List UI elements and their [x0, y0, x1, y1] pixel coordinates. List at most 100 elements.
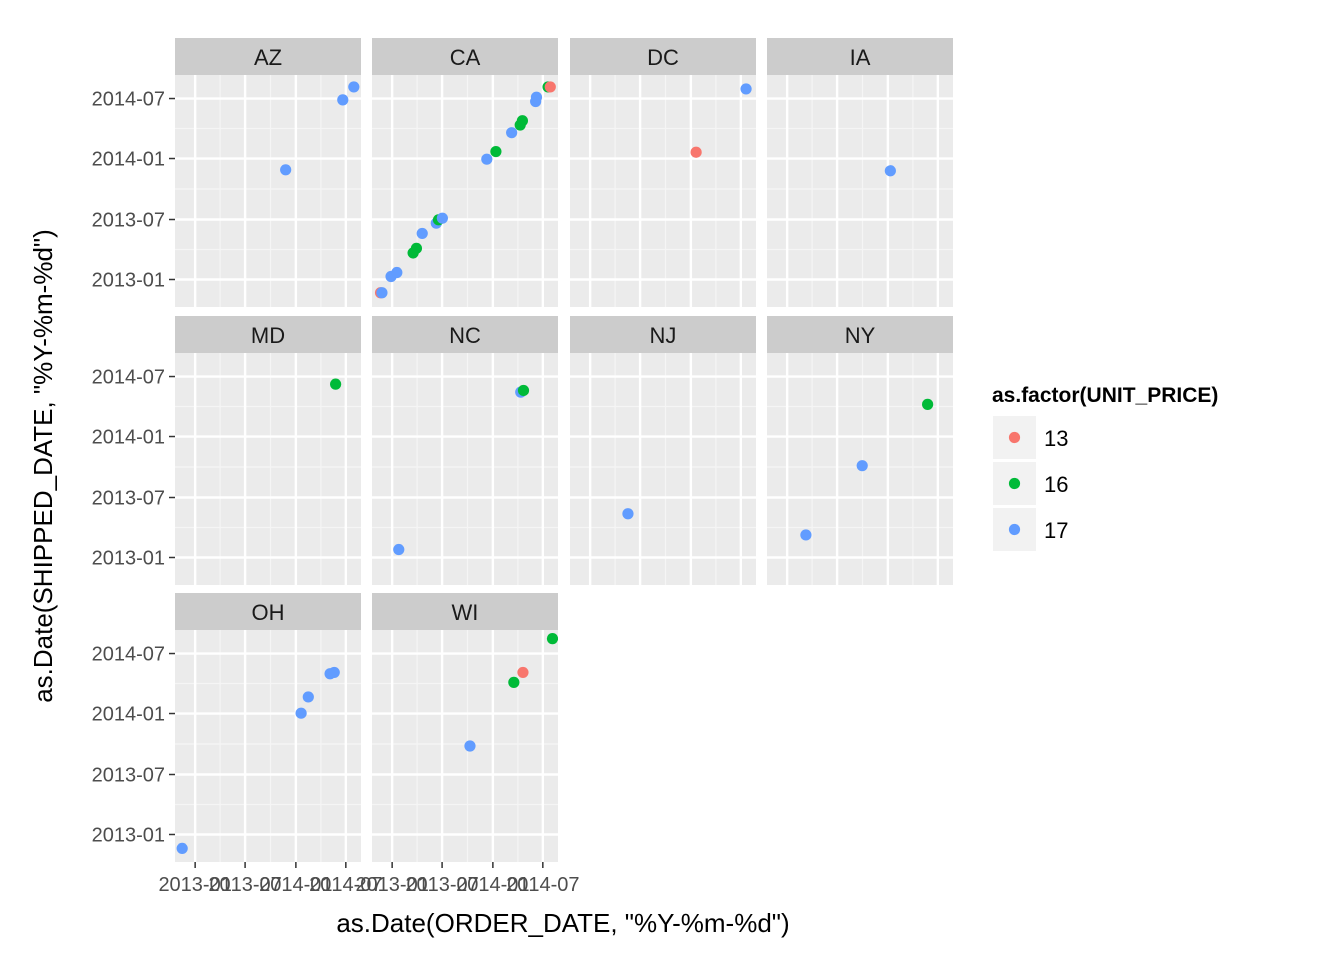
facet-panel-wi: WI: [372, 593, 558, 862]
legend-entry-17: 17: [993, 508, 1068, 551]
x-tick-label: 2014-07: [506, 874, 579, 896]
points: [330, 378, 342, 390]
points: [280, 81, 360, 176]
facet-strip-label: NJ: [650, 323, 677, 348]
facet-panels: AZ CA DC IA MD NC NJ NY OH WI: [175, 38, 953, 862]
y-axis-title: as.Date(SHIPPED_DATE, "%Y-%m-%d"): [28, 229, 58, 703]
points: [800, 398, 934, 541]
data-point: [800, 529, 812, 541]
facet-strip-label: IA: [850, 45, 871, 70]
facet-strip-label: AZ: [254, 45, 282, 70]
grid-lines: [372, 630, 558, 862]
x-tick-label: 2014-01: [259, 874, 332, 896]
facet-strip-label: NC: [449, 323, 481, 348]
facet-strip: [767, 38, 953, 75]
panel-background: [767, 75, 953, 307]
x-tick-label: 2013-07: [405, 874, 478, 896]
data-point: [391, 266, 403, 279]
grid-lines: [767, 75, 953, 307]
data-point: [516, 115, 529, 127]
data-point: [546, 633, 558, 645]
legend-label: 16: [1044, 472, 1068, 497]
data-point: [295, 707, 307, 719]
points: [622, 508, 634, 520]
panel-background: [570, 353, 756, 585]
y-tick-label: 2013-01: [92, 547, 165, 569]
facet-panel-nc: NC: [372, 316, 558, 585]
grid-lines: [570, 353, 756, 585]
grid-lines: [372, 353, 558, 585]
points: [884, 165, 896, 177]
legend-entry-13: 13: [993, 416, 1068, 459]
y-tick-label: 2014-01: [92, 149, 165, 171]
data-point: [544, 81, 556, 93]
data-point: [922, 398, 934, 410]
data-point: [464, 740, 476, 752]
legend-key-point: [1008, 477, 1021, 490]
legend: as.factor(UNIT_PRICE) 13 16 17: [992, 384, 1218, 551]
points: [464, 633, 558, 752]
panel-background: [372, 75, 558, 307]
points: [176, 666, 340, 855]
facet-strip-label: NY: [845, 323, 876, 348]
legend-label: 13: [1044, 426, 1068, 451]
legend-key-point: [1008, 431, 1021, 444]
facet-panel-dc: DC: [570, 38, 756, 307]
x-axis-title: as.Date(ORDER_DATE, "%Y-%m-%d"): [336, 908, 789, 938]
grid-lines: [767, 353, 953, 585]
facet-strip-label: CA: [450, 45, 481, 70]
facet-strip: [175, 38, 361, 75]
legend-entry-16: 16: [993, 462, 1068, 505]
y-tick-label: 2014-01: [92, 427, 165, 449]
facet-strip-label: OH: [252, 600, 285, 625]
data-point: [517, 384, 530, 397]
data-point: [517, 666, 529, 679]
x-tick-label: 2013-07: [208, 874, 281, 896]
grid-lines: [372, 75, 558, 307]
facet-panel-nj: NJ: [570, 316, 756, 585]
facet-strip: [372, 593, 558, 630]
y-tick-label: 2014-07: [92, 644, 165, 666]
facet-panel-az: AZ: [175, 38, 361, 307]
facet-strip: [570, 38, 756, 75]
facet-strip: [570, 316, 756, 353]
panel-background: [570, 75, 756, 307]
facet-panel-ny: NY: [767, 316, 953, 585]
data-point: [436, 212, 448, 224]
x-axes: 2013-012013-072014-012014-072013-012013-…: [158, 862, 580, 896]
data-point: [740, 83, 752, 95]
panel-background: [175, 75, 361, 307]
panel-background: [175, 353, 361, 585]
x-tick-label: 2013-01: [355, 874, 428, 896]
data-point: [490, 145, 502, 158]
panel-background: [175, 630, 361, 862]
points: [690, 83, 752, 158]
facet-panel-md: MD: [175, 316, 361, 585]
data-point: [348, 81, 360, 93]
data-point: [481, 153, 493, 165]
grid-lines: [175, 75, 361, 307]
data-point: [176, 842, 188, 855]
points: [374, 81, 556, 299]
y-tick-label: 2013-07: [92, 765, 165, 787]
data-point: [416, 227, 428, 240]
x-tick-label: 2014-01: [456, 874, 529, 896]
data-point: [337, 94, 349, 106]
legend-label: 17: [1044, 518, 1068, 543]
grid-lines: [570, 75, 756, 307]
y-tick-label: 2014-07: [92, 367, 165, 389]
y-tick-label: 2013-07: [92, 488, 165, 510]
facet-strip: [372, 316, 558, 353]
data-point: [622, 508, 634, 520]
data-point: [328, 666, 340, 679]
data-point: [410, 242, 423, 254]
grid-lines: [175, 353, 361, 585]
facet-strip: [175, 593, 361, 630]
facet-panel-ca: CA: [372, 38, 558, 307]
data-point: [302, 691, 314, 703]
facet-strip-label: DC: [647, 45, 679, 70]
data-point: [376, 287, 388, 299]
data-point: [280, 164, 292, 176]
y-tick-label: 2013-07: [92, 210, 165, 232]
